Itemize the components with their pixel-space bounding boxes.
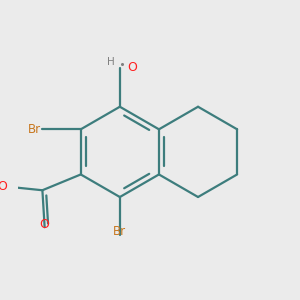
Text: Br: Br: [27, 123, 40, 136]
Text: O: O: [0, 180, 7, 193]
Text: O: O: [128, 61, 137, 74]
Text: H: H: [107, 57, 115, 67]
Text: Br: Br: [113, 225, 126, 238]
Text: O: O: [40, 218, 50, 231]
